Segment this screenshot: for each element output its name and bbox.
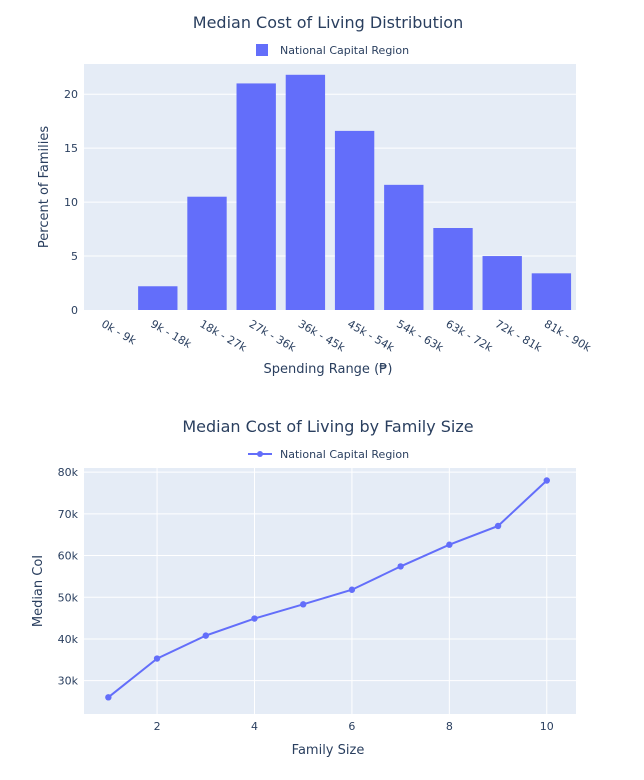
- gridlines: [84, 468, 576, 714]
- x-tick-label: 0k - 9k: [99, 317, 139, 347]
- bar[interactable]: [482, 256, 522, 310]
- y-tick-label: 15: [64, 142, 78, 155]
- y-tick-label: 50k: [58, 591, 79, 604]
- x-tick-label: 36k - 45k: [296, 317, 348, 354]
- y-tick-label: 80k: [58, 466, 79, 479]
- y-tick-label: 60k: [58, 550, 79, 563]
- x-tick-label: 18k - 27k: [198, 317, 250, 354]
- legend[interactable]: National Capital Region: [256, 44, 409, 57]
- y-tick-label: 10: [64, 196, 78, 209]
- x-tick-label: 45k - 54k: [345, 317, 397, 354]
- x-tick-label: 72k - 81k: [493, 317, 545, 354]
- bars: [138, 74, 572, 310]
- bar[interactable]: [433, 228, 473, 310]
- legend[interactable]: National Capital Region: [248, 448, 409, 461]
- y-tick-labels: 0 5 10 15 20: [64, 88, 78, 317]
- y-tick-label: 20: [64, 88, 78, 101]
- y-axis-title: Percent of Families: [37, 126, 52, 248]
- data-point[interactable]: [494, 522, 502, 530]
- data-point[interactable]: [300, 601, 307, 608]
- legend-marker: [257, 451, 263, 457]
- x-tick-label: 27k - 36k: [247, 317, 299, 354]
- x-tick-label: 2: [154, 720, 161, 733]
- x-tick-label: 8: [446, 720, 453, 733]
- data-point[interactable]: [446, 541, 453, 548]
- distribution-chart: Median Cost of Living Distribution Natio…: [37, 13, 594, 377]
- legend-label: National Capital Region: [280, 448, 409, 461]
- y-tick-labels: 30k 40k 50k 60k 70k 80k: [58, 466, 79, 687]
- y-tick-label: 0: [71, 304, 78, 317]
- legend-label: National Capital Region: [280, 44, 409, 57]
- line-series: [105, 477, 550, 701]
- x-tick-labels: 2 4 6 8 10: [154, 720, 554, 733]
- data-point[interactable]: [397, 563, 404, 570]
- x-axis-title: Family Size: [292, 743, 365, 758]
- y-tick-label: 5: [71, 250, 78, 263]
- y-tick-label: 30k: [58, 675, 79, 688]
- data-point[interactable]: [251, 615, 258, 622]
- x-tick-label: 6: [348, 720, 355, 733]
- x-tick-label: 4: [251, 720, 258, 733]
- x-axis-title: Spending Range (₱): [264, 362, 393, 377]
- bar[interactable]: [531, 273, 572, 310]
- legend-swatch: [256, 44, 268, 56]
- y-axis-title: Median CoI: [31, 555, 46, 627]
- data-point[interactable]: [202, 632, 209, 639]
- family-size-chart: Median Cost of Living by Family Size Nat…: [31, 417, 576, 758]
- y-tick-label: 40k: [58, 633, 79, 646]
- bar[interactable]: [384, 184, 424, 310]
- x-tick-label: 63k - 72k: [444, 317, 496, 354]
- chart-title: Median Cost of Living Distribution: [193, 13, 463, 32]
- x-tick-label: 54k - 63k: [394, 317, 446, 354]
- data-point[interactable]: [543, 477, 550, 484]
- bar[interactable]: [138, 286, 178, 310]
- y-tick-label: 70k: [58, 508, 79, 521]
- data-point[interactable]: [105, 694, 112, 701]
- chart-title: Median Cost of Living by Family Size: [182, 417, 473, 436]
- data-point[interactable]: [348, 586, 356, 593]
- data-point[interactable]: [153, 655, 161, 662]
- bar[interactable]: [187, 196, 227, 310]
- plot-area: [84, 468, 576, 714]
- x-tick-label: 81k - 90k: [542, 317, 594, 354]
- x-tick-label: 9k - 18k: [148, 317, 194, 351]
- x-tick-label: 10: [540, 720, 554, 733]
- series-line: [107, 479, 548, 699]
- bar[interactable]: [236, 83, 276, 310]
- bar[interactable]: [334, 130, 375, 310]
- bar[interactable]: [285, 74, 326, 310]
